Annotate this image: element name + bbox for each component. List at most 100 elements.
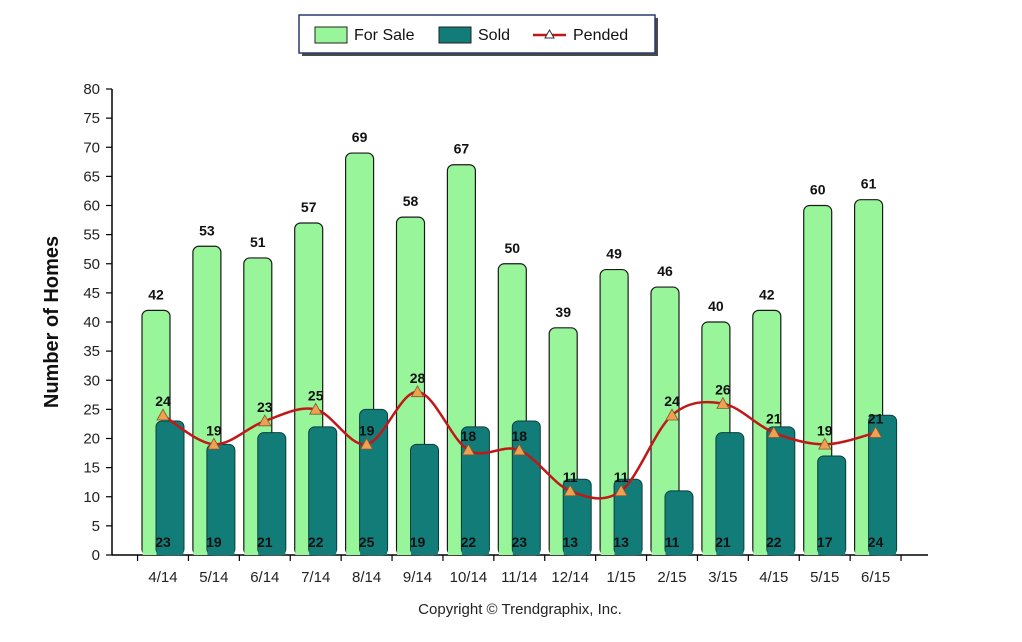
for-sale-bar-base [549,549,577,555]
sold-value-label: 25 [359,534,375,550]
sold-bar-base [614,549,642,555]
data-labels: 42 53 51 57 69 58 67 50 39 49 46 40 42 60 61 23 19 21 22 25… [148,129,883,550]
x-tick-label: 12/14 [551,569,589,586]
pended-marker [309,402,323,415]
for-sale-value-label: 58 [403,193,419,209]
pended-value-label: 19 [817,422,833,438]
for-sale-value-label: 49 [606,246,622,262]
for-sale-value-label: 46 [657,263,673,279]
x-tick-label: 11/14 [501,569,537,586]
sold-value-label: 19 [410,534,426,550]
pended-marker [868,425,883,438]
y-tick-label: 70 [83,139,100,156]
sold-value-label: 22 [461,534,477,550]
sold-value-label: 13 [613,534,629,550]
sold-bar-base [309,549,337,555]
sold-value-label: 19 [206,534,222,550]
y-tick-label: 40 [83,314,100,331]
for-sale-bar-base [346,549,373,555]
sold-bar-base [360,549,388,555]
sold-value-label: 11 [665,534,680,550]
pended-marker [665,408,679,421]
for-sale-value-label: 61 [861,176,877,192]
y-tick-label: 45 [83,285,100,302]
sold-value-label: 21 [257,534,273,550]
sold-bar-base [767,549,795,555]
pended-value-label: 24 [664,393,680,409]
for-sale-value-label: 51 [250,234,266,250]
y-tick-label: 20 [83,431,100,448]
for-sale-bar-base [448,549,475,555]
y-tick-label: 80 [83,81,100,98]
sold-bar-base [461,549,489,555]
sold-bar-base [207,549,235,555]
for-sale-bar-base [142,549,170,555]
for-sale-value-label: 39 [555,304,571,320]
sold-bar-base [563,549,591,555]
for-sale-value-label: 50 [505,240,521,256]
pended-marker [614,484,628,497]
x-tick-label: 7/14 [301,569,330,586]
for-sale-value-label: 42 [148,286,164,302]
for-sale-bar-base [295,549,323,555]
legend: For Sale Sold Pended [298,14,658,56]
legend-label-sold: Sold [478,27,510,44]
pended-value-label: 28 [410,370,426,386]
x-tick-label: 9/14 [403,569,432,586]
sold-bar-base [411,549,438,555]
pended-marker [563,484,577,497]
y-tick-label: 15 [83,460,100,477]
x-tick-label: 2/15 [657,569,686,586]
legend-label-pended: Pended [573,27,628,44]
sold-bar-base [258,549,286,555]
sold-bar-base [716,549,744,555]
pended-marker [207,437,221,450]
for-sale-bar-base [498,549,526,555]
for-sale-bar-base [244,549,272,555]
y-tick-label: 60 [83,198,100,215]
legend-swatch-pended-marker [544,28,555,39]
for-sale-value-label: 57 [301,199,317,215]
for-sale-bar-base [397,549,424,555]
for-sale-bar-base [600,549,628,555]
pended-marker [359,437,374,450]
for-sale-value-label: 69 [352,129,368,145]
sold-value-label: 22 [308,534,324,550]
y-axis-title: Number of Homes [41,236,63,408]
pended-marker [716,396,730,409]
pended-value-label: 25 [308,387,324,403]
legend-swatch-for-sale [314,26,348,44]
x-tick-label: 5/15 [810,569,839,586]
pended-value-label: 26 [715,382,731,398]
x-tick-label: 4/15 [759,569,788,586]
for-sale-bar-base [804,549,832,555]
for-sale-value-label: 40 [708,298,724,314]
pended-marker [818,437,832,450]
y-tick-label: 30 [83,372,100,389]
pended-value-label: 19 [206,422,222,438]
footer-copyright: Copyright © Trendgraphix, Inc. [418,601,622,618]
y-tick-label: 35 [83,343,100,360]
y-tick-label: 50 [83,256,100,273]
x-tick-label: 3/15 [708,569,737,586]
pended-marker [156,408,170,421]
for-sale-value-label: 42 [759,286,775,302]
y-tick-label: 65 [83,168,100,185]
x-tick-label: 1/15 [606,569,635,586]
sold-bar-base [818,549,846,555]
sold-bar-base [512,549,540,555]
x-tick-label: 10/14 [450,569,488,586]
sold-value-label: 23 [155,534,171,550]
pended-marker [258,414,272,427]
sold-value-label: 22 [766,534,782,550]
pended-series [156,385,883,500]
y-tick-label: 10 [83,489,100,506]
sold-bar-base [665,549,693,555]
y-tick-label: 5 [92,518,100,535]
pended-value-label: 11 [563,469,578,485]
for-sale-bar-base [651,549,679,555]
legend-box [298,14,656,54]
pended-marker [512,443,526,456]
x-tick-label: 5/14 [199,569,228,586]
